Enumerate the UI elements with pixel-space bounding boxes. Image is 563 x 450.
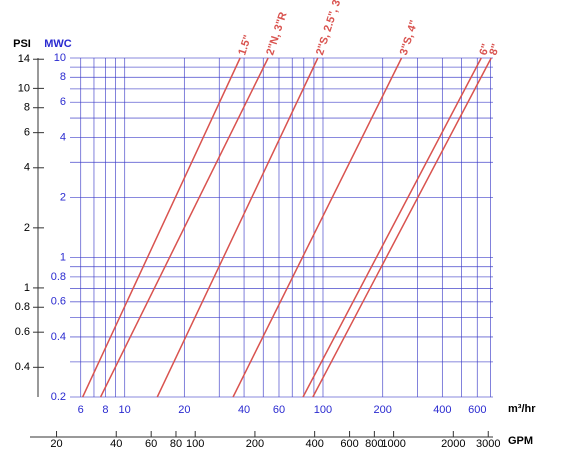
y-tick-label: 0.8 [51,271,66,283]
y2-tick-label: 8 [24,102,30,114]
series-line [302,57,482,398]
x-tick-label: 40 [238,404,250,416]
x-tick-label: 400 [433,404,451,416]
x2-tick-label: 20 [50,438,62,450]
series-line [156,57,319,398]
y-tick-label: 1 [60,251,66,263]
y-tick-label: 6 [60,96,66,108]
y2-tick-label: 14 [18,53,30,65]
x2-tick-label: 800 [365,438,383,450]
x2-tick-label: 600 [340,438,358,450]
y-axis-label: MWC [44,38,72,50]
x2-tick-label: 200 [246,438,264,450]
series-line [312,57,492,398]
y2-tick-label: 2 [24,222,30,234]
y2-tick-label: 0.8 [15,301,30,313]
series-label: 6" [477,42,492,56]
x2-tick-label: 60 [145,438,157,450]
x-tick-label: 600 [468,404,486,416]
x2-tick-label: 1000 [381,438,405,450]
x2-tick-label: 100 [186,438,204,450]
series-line [81,57,241,398]
series-line [232,57,403,398]
x-tick-label: 6 [78,404,84,416]
series-label: 2"N, 3"R [264,11,289,57]
series-label: 3"S, 4" [398,19,421,57]
y2-tick-label: 10 [18,82,30,94]
y2-tick-label: 1 [24,282,30,294]
y-tick-label: 2 [60,191,66,203]
x-tick-label: 20 [178,404,190,416]
y2-axis-label: PSI [13,38,31,50]
series-label: 8" [487,42,502,56]
y-tick-label: 8 [60,71,66,83]
y2-tick-label: 0.6 [15,326,30,338]
x2-tick-label: 2000 [441,438,465,450]
x2-tick-label: 3000 [476,438,500,450]
series-label: 1.5" [236,34,254,57]
x-axis-label: m³/hr [508,403,536,415]
series-line [99,57,269,398]
x2-axis-label: GPM [508,435,533,447]
y-tick-label: 0.4 [51,331,66,343]
y-tick-label: 4 [60,131,66,143]
x-tick-label: 10 [119,404,131,416]
x-tick-label: 8 [102,404,108,416]
y-tick-label: 0.2 [51,391,66,403]
x2-tick-label: 80 [170,438,182,450]
x-tick-label: 60 [273,404,285,416]
x2-tick-label: 400 [305,438,323,450]
x2-tick-label: 40 [110,438,122,450]
y-tick-label: 0.6 [51,296,66,308]
x-tick-label: 200 [374,404,392,416]
y-tick-label: 10 [54,52,66,64]
y2-tick-label: 0.4 [15,361,30,373]
series-label: 2"S, 2.5", 3"N [314,0,347,57]
y2-tick-label: 6 [24,127,30,139]
x-tick-label: 100 [314,404,332,416]
y2-tick-label: 4 [24,162,30,174]
